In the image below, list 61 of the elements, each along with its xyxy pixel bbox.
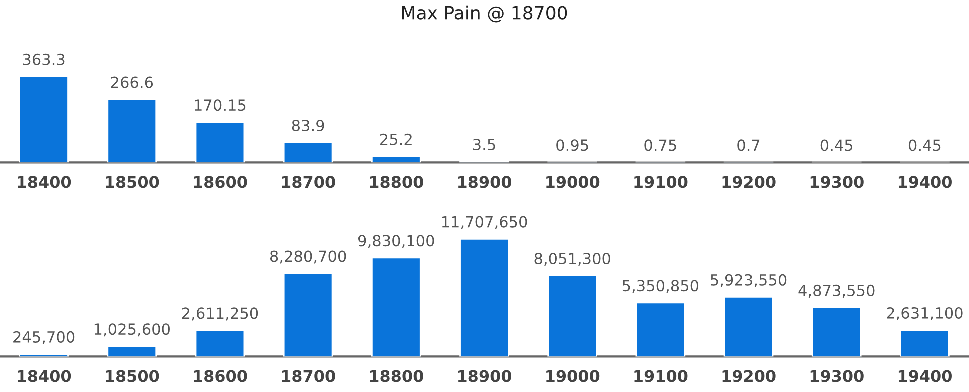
- x-tick-label: 19100: [634, 176, 688, 188]
- x-tick-label: 19000: [546, 370, 600, 382]
- bar: [460, 238, 510, 357]
- x-tick-label: 18800: [370, 176, 424, 188]
- x-tick-label: 19300: [810, 176, 864, 188]
- data-label: 0.95: [556, 140, 588, 152]
- bar: [548, 275, 598, 357]
- data-label: 3.5: [474, 139, 496, 151]
- data-label: 0.45: [908, 140, 941, 152]
- bar: [195, 330, 246, 357]
- x-tick-label: 18900: [458, 176, 512, 188]
- data-label: 0.45: [820, 140, 853, 152]
- bar: [107, 98, 158, 163]
- bar: [636, 302, 686, 357]
- data-label: 4,873,550: [798, 284, 875, 298]
- x-tick-label: 18900: [458, 370, 512, 382]
- x-tick-label: 18500: [106, 176, 160, 188]
- data-label: 1,025,600: [94, 324, 170, 337]
- chart-title: Max Pain @ 18700: [402, 6, 568, 23]
- bar: [19, 354, 69, 357]
- x-tick-label: 18700: [282, 176, 336, 188]
- bar: [371, 156, 422, 163]
- data-label: 83.9: [292, 120, 324, 132]
- data-label: 0.75: [644, 140, 676, 152]
- bar: [900, 330, 950, 357]
- data-label: 9,830,100: [358, 235, 434, 248]
- data-label: 2,611,250: [182, 308, 258, 321]
- x-tick-label: 19400: [898, 176, 952, 188]
- x-tick-label: 19200: [722, 370, 776, 382]
- data-label: 245,700: [14, 331, 75, 345]
- x-tick-label: 18400: [18, 176, 72, 188]
- data-label: 5,350,850: [622, 280, 699, 294]
- data-label: 0.7: [738, 140, 760, 152]
- x-tick-label: 18700: [282, 370, 336, 382]
- x-tick-label: 18600: [194, 370, 248, 382]
- bar: [283, 142, 334, 163]
- data-label: 8,280,700: [270, 250, 346, 264]
- x-tick-label: 18400: [18, 370, 72, 382]
- bar: [19, 76, 69, 163]
- x-tick-label: 19300: [810, 370, 864, 382]
- data-label: 363.3: [23, 54, 65, 66]
- data-label: 170.15: [195, 100, 246, 112]
- x-tick-label: 19200: [722, 176, 776, 188]
- data-label: 8,051,300: [534, 252, 610, 266]
- x-tick-label: 18600: [194, 176, 248, 188]
- data-label: 266.6: [111, 76, 154, 88]
- x-tick-label: 19400: [898, 370, 952, 382]
- x-tick-label: 18500: [106, 370, 160, 382]
- bar: [195, 122, 246, 163]
- x-tick-label: 19000: [546, 176, 600, 188]
- data-label: 25.2: [380, 134, 412, 146]
- bar: [283, 272, 334, 357]
- data-label: 11,707,650: [442, 216, 528, 230]
- x-tick-label: 19100: [634, 370, 688, 382]
- bar: [371, 257, 422, 357]
- bar: [724, 296, 774, 357]
- bar: [107, 346, 158, 357]
- data-label: 2,631,100: [887, 307, 963, 321]
- bar: [812, 307, 862, 357]
- data-label: 5,923,550: [711, 274, 787, 288]
- x-tick-label: 18800: [370, 370, 424, 382]
